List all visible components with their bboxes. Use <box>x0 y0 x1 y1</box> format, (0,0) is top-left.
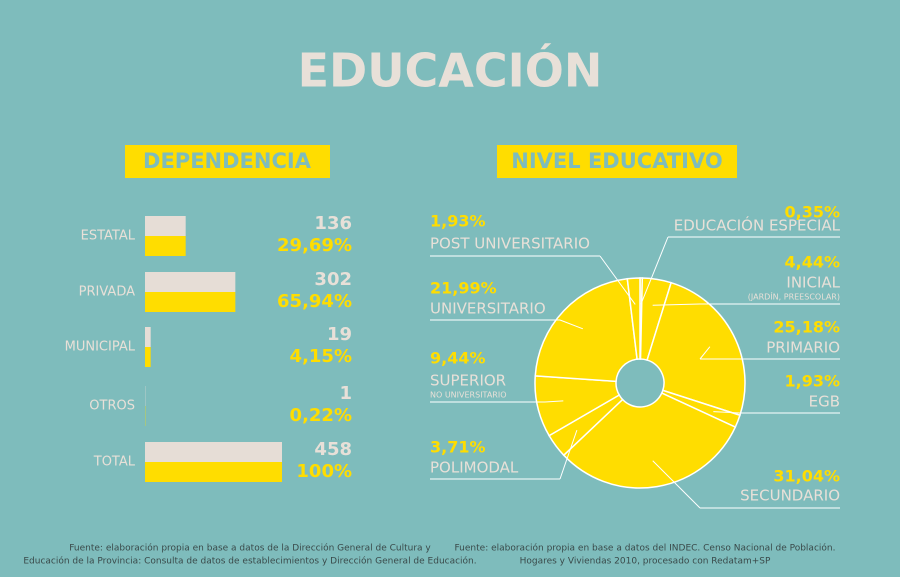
value-label: 100% <box>296 461 352 482</box>
bar <box>145 292 236 312</box>
value-label: 3,71% <box>430 438 486 457</box>
leader-line <box>544 400 564 403</box>
section-title: NIVEL EDUCATIVO <box>511 149 722 173</box>
bar <box>145 347 151 367</box>
source: Fuente: elaboración propia en base a dat… <box>69 543 431 554</box>
value-label: 0,35% <box>784 203 840 222</box>
category-label: POST UNIVERSITARIO <box>430 235 590 253</box>
value-label: 1,93% <box>784 372 840 391</box>
donut-slice <box>646 281 746 417</box>
leader-line <box>640 236 669 305</box>
value-label: 4,44% <box>784 253 840 272</box>
title: EDUCACIÓN <box>298 44 603 98</box>
section-box <box>497 145 737 178</box>
value-label: 1 <box>339 383 352 404</box>
category-label: SECUNDARIO <box>740 487 840 505</box>
leader-line <box>699 346 711 360</box>
leader-line <box>713 411 741 414</box>
category-label: TOTAL <box>93 455 136 470</box>
category-label: SUPERIOR <box>430 372 506 390</box>
category-label: EDUCACIÓN ESPECIAL <box>674 216 841 235</box>
category-label: INICIAL <box>786 274 840 292</box>
value-label: 1,93% <box>430 212 486 231</box>
bar <box>145 272 236 292</box>
category-label: MUNICIPAL <box>65 340 136 355</box>
leader-line <box>559 429 578 480</box>
category-label: UNIVERSITARIO <box>430 300 546 318</box>
section-box <box>125 145 330 178</box>
value-label: 21,99% <box>430 279 497 298</box>
source: Educación de la Provincia: Consulta de d… <box>23 556 476 567</box>
value-label: 458 <box>314 439 352 460</box>
bar <box>145 327 151 347</box>
leader-line <box>652 303 701 306</box>
category-label: OTROS <box>89 399 135 414</box>
category-label: PRIVADA <box>79 285 135 300</box>
bar <box>145 462 282 482</box>
category-sublabel: (JARDÍN, PREESCOLAR) <box>748 291 840 302</box>
leader-line <box>559 319 584 330</box>
bar <box>145 216 186 236</box>
value-label: 0,22% <box>290 405 352 426</box>
donut-slice <box>534 277 638 383</box>
value-label: 65,94% <box>277 291 352 312</box>
bar <box>145 442 282 462</box>
category-label: PRIMARIO <box>766 339 840 357</box>
value-label: 31,04% <box>773 467 840 486</box>
value-label: 29,69% <box>277 235 352 256</box>
donut-slice <box>562 392 737 489</box>
category-label: ESTATAL <box>81 229 136 244</box>
category-sublabel: NO UNIVERSITARIO <box>430 391 507 400</box>
value-label: 9,44% <box>430 349 486 368</box>
source: Hogares y Viviendas 2010, procesado con … <box>520 557 771 567</box>
section-title: DEPENDENCIA <box>143 149 312 173</box>
value-label: 25,18% <box>773 318 840 337</box>
category-label: POLIMODAL <box>430 459 519 477</box>
value-label: 136 <box>314 213 352 234</box>
source: Fuente: elaboración propia en base a dat… <box>455 543 836 554</box>
value-label: 19 <box>327 324 352 345</box>
value-label: 302 <box>314 269 352 290</box>
value-label: 4,15% <box>290 346 352 367</box>
bar <box>145 236 186 256</box>
leader-line <box>599 255 636 305</box>
leader-line <box>652 460 701 509</box>
category-label: EGB <box>809 393 840 411</box>
